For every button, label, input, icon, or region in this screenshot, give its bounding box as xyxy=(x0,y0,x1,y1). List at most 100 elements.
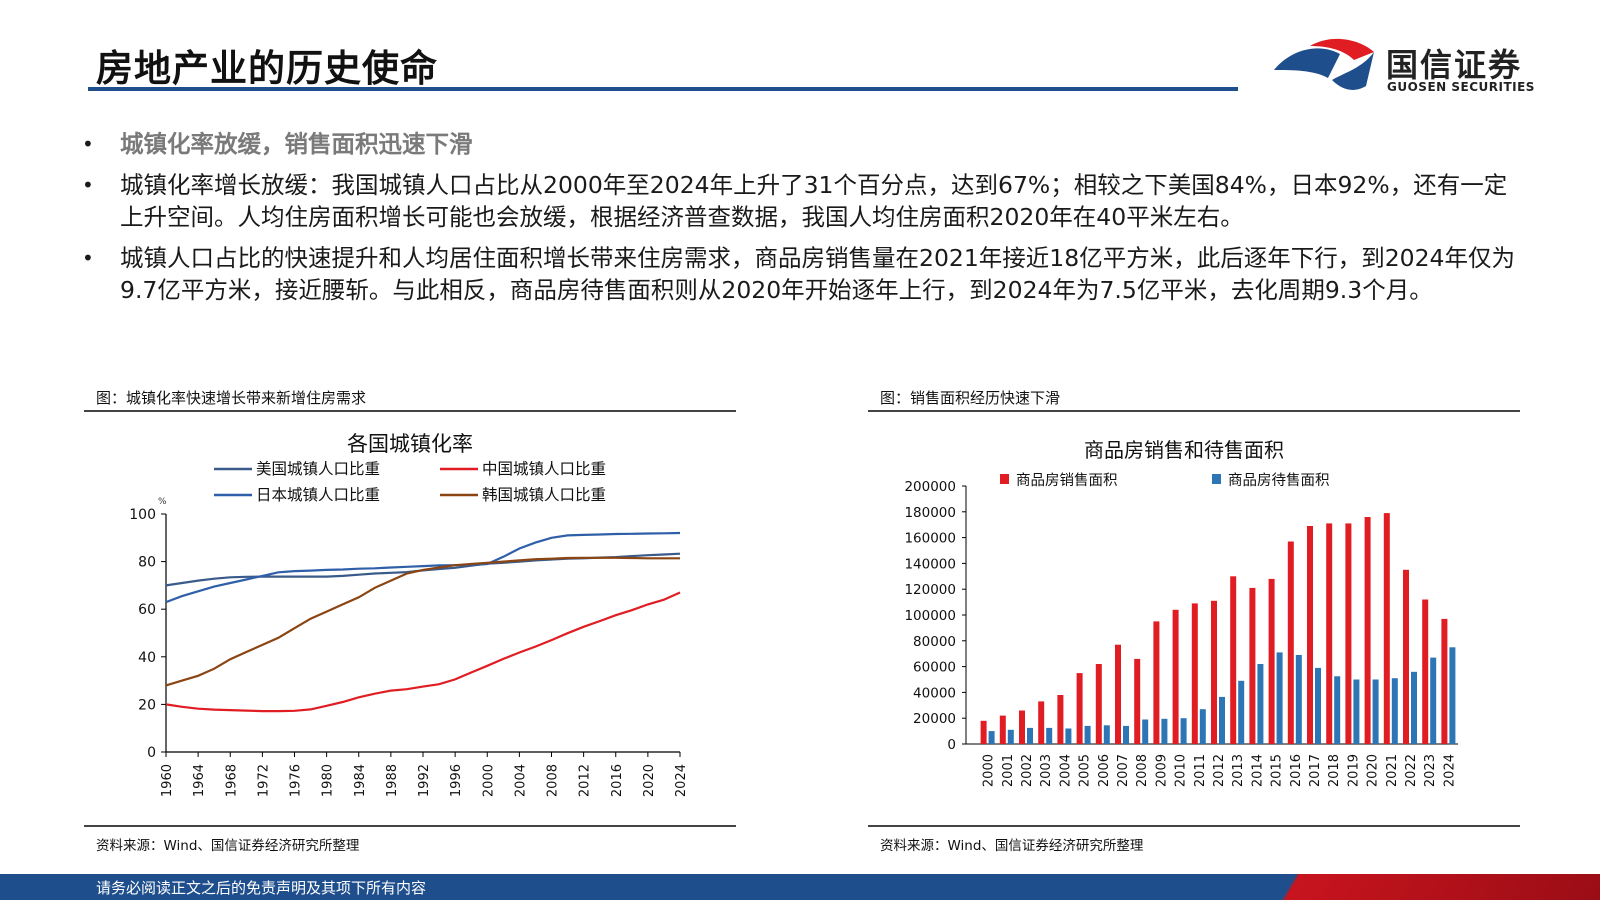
unsold-area-bar xyxy=(1334,676,1341,744)
unsold-area-bar xyxy=(1180,718,1187,744)
sales-area-bar xyxy=(1076,673,1083,744)
y-tick-label: 0 xyxy=(947,737,956,753)
x-tick-label: 2017 xyxy=(1308,754,1323,787)
bullet-item: • 城镇人口占比的快速提升和人均居住面积增长带来住房需求，商品房销售量在2021年… xyxy=(82,244,1516,304)
x-tick-label: 1980 xyxy=(321,764,336,797)
sales-area-bar xyxy=(1153,621,1160,744)
urbanization-line-chart: 各国城镇化率% 0 20 40 60 80 100 1960 1964 1968 1972 1976 1… xyxy=(129,432,689,797)
y-tick-label: 120000 xyxy=(904,582,956,598)
sales-area-bar xyxy=(1172,609,1179,744)
x-tick-label: 2003 xyxy=(1039,754,1054,787)
legend-label: 中国城镇人口比重 xyxy=(482,460,606,478)
chart-title: 商品房销售和待售面积 xyxy=(1084,438,1284,462)
legend-swatch xyxy=(1212,474,1221,484)
unsold-area-bar xyxy=(1372,679,1379,744)
brand-name-en: GUOSEN SECURITIES xyxy=(1387,80,1535,94)
legend-label: 商品房待售面积 xyxy=(1228,472,1330,489)
x-tick-label: 2004 xyxy=(1058,754,1073,787)
x-tick-label: 2004 xyxy=(513,764,528,797)
x-tick-label: 2012 xyxy=(578,764,593,797)
legend-label: 日本城镇人口比重 xyxy=(256,486,380,504)
x-tick-label: 2010 xyxy=(1174,754,1189,787)
series-line-2 xyxy=(165,531,681,604)
y-tick-label: 160000 xyxy=(904,531,956,547)
brand-name-cn: 国信证券 xyxy=(1386,46,1523,84)
y-tick-label: 100 xyxy=(129,507,156,523)
unsold-area-bar xyxy=(1276,652,1283,744)
unsold-area-bar xyxy=(1199,709,1206,744)
y-tick-label: 20 xyxy=(138,697,156,713)
x-tick-label: 2011 xyxy=(1193,754,1208,787)
sales-area-bar xyxy=(1211,600,1217,744)
housing-area-bar-chart: 商品房销售和待售面积 0 20000 40000 60000 80000 100000 120… xyxy=(904,438,1458,787)
unsold-area-bar xyxy=(1219,696,1225,744)
y-tick-label: 40 xyxy=(138,650,156,666)
right-caption-rule xyxy=(868,410,1520,412)
title-underline xyxy=(88,87,1238,91)
slide-title: 房地产业的历史使命 xyxy=(96,47,438,90)
sales-area-bar xyxy=(1134,658,1141,744)
sales-area-bar xyxy=(1230,576,1237,744)
legend-label: 韩国城镇人口比重 xyxy=(482,486,606,504)
right-source-rule xyxy=(868,825,1520,827)
x-tick-label: 2015 xyxy=(1270,754,1285,787)
unsold-area-bar xyxy=(1257,664,1264,744)
x-tick-label: 1992 xyxy=(417,764,432,797)
footer-disclaimer: 请务必阅读正文之后的免责声明及其项下所有内容 xyxy=(96,879,427,897)
x-tick-label: 2012 xyxy=(1212,754,1227,787)
sales-area-bar xyxy=(1403,569,1409,744)
sales-area-bar xyxy=(1249,587,1256,744)
x-tick-label: 2024 xyxy=(674,764,689,797)
unsold-area-bar xyxy=(1353,679,1360,744)
legend-swatch xyxy=(1000,474,1009,484)
sales-area-bar xyxy=(1038,701,1045,744)
y-tick-label: 0 xyxy=(147,745,156,761)
series-line-1 xyxy=(165,591,681,713)
x-tick-label: 2006 xyxy=(1097,754,1112,787)
unsold-area-bar xyxy=(1103,725,1110,744)
x-tick-label: 1960 xyxy=(160,764,175,797)
bullet-item: • 城镇化率增长放缓：我国城镇人口占比从2000年至2024年上升了31个百分点，… xyxy=(82,171,1508,231)
y-tick-label: 20000 xyxy=(913,711,956,727)
series-line-3 xyxy=(165,556,680,687)
x-tick-label: 2001 xyxy=(1001,754,1016,787)
x-tick-label: 2008 xyxy=(1135,754,1150,787)
x-tick-label: 1988 xyxy=(385,764,400,797)
x-tick-label: 2016 xyxy=(610,764,625,797)
sales-area-bar xyxy=(1307,526,1313,744)
unsold-area-bar xyxy=(1027,727,1033,744)
x-tick-label: 1968 xyxy=(224,764,239,797)
sales-area-bar xyxy=(1326,523,1333,744)
chart-title: 各国城镇化率 xyxy=(347,432,473,456)
unsold-area-bar xyxy=(988,731,995,744)
x-tick-label: 1984 xyxy=(353,764,368,797)
x-tick-label: 1972 xyxy=(256,764,271,797)
x-tick-label: 2016 xyxy=(1289,754,1304,787)
sales-area-bar xyxy=(1422,599,1429,744)
x-tick-label: 2019 xyxy=(1346,754,1361,787)
x-tick-label: 2000 xyxy=(982,754,997,787)
y-tick-label: 60000 xyxy=(913,660,956,676)
y-tick-label: 180000 xyxy=(904,505,956,521)
y-tick-label: 40000 xyxy=(913,685,956,701)
sales-area-bar xyxy=(1364,517,1371,744)
unsold-area-bar xyxy=(1161,718,1168,744)
unsold-area-bar xyxy=(1065,728,1072,744)
x-tick-label: 2007 xyxy=(1116,754,1131,787)
y-tick-label: 100000 xyxy=(904,608,956,624)
right-figure-source: 资料来源：Wind、国信证券经济研究所整理 xyxy=(880,838,1144,854)
x-tick-label: 2014 xyxy=(1250,754,1265,787)
x-tick-label: 2020 xyxy=(1366,754,1381,787)
bullet-item: • 城镇化率放缓，销售面积迅速下滑 xyxy=(82,130,473,158)
sales-area-bar xyxy=(1019,710,1025,744)
x-tick-label: 2021 xyxy=(1385,754,1400,787)
unsold-area-bar xyxy=(1449,647,1456,745)
sales-area-bar xyxy=(1287,541,1294,744)
unit-label: % xyxy=(158,497,167,507)
sales-area-bar xyxy=(1383,513,1390,744)
x-tick-label: 2022 xyxy=(1404,754,1419,787)
x-tick-label: 2002 xyxy=(1020,754,1035,787)
unsold-area-bar xyxy=(1411,671,1417,744)
unsold-area-bar xyxy=(1295,655,1302,744)
left-source-rule xyxy=(84,825,736,827)
